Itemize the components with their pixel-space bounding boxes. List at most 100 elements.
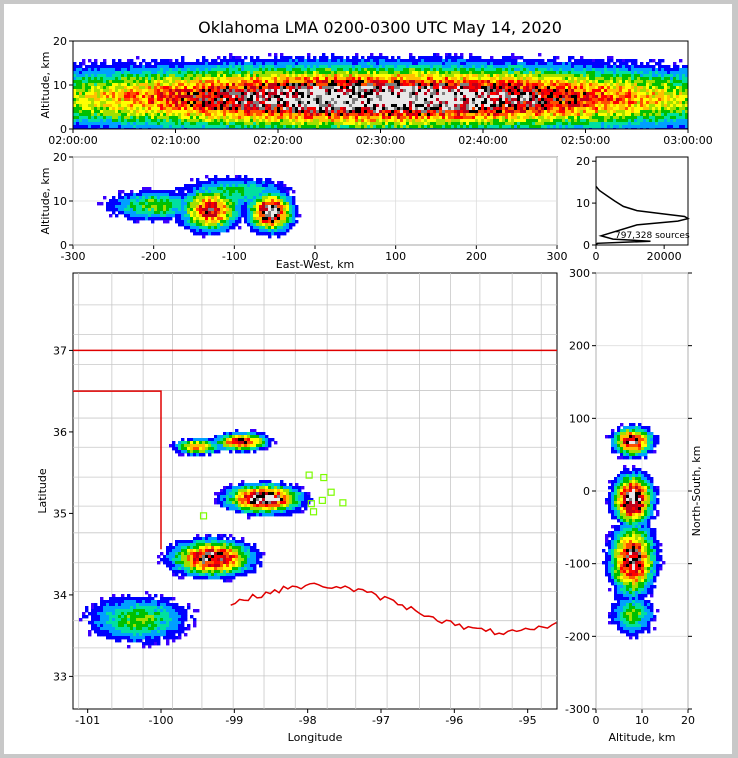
density-cell [100,104,104,108]
density-cell [91,110,95,114]
density-cell [241,77,245,81]
density-cell [505,116,509,120]
density-cell [382,74,386,78]
density-cell [247,71,251,75]
density-cell [400,119,404,123]
density-cell [622,95,626,99]
density-cell [355,86,359,90]
density-cell [253,89,257,93]
density-cell [169,89,173,93]
density-cell [514,101,518,105]
density-cell [652,116,656,120]
density-cell [367,116,371,120]
density-cell [316,68,320,72]
density-cell [436,74,440,78]
density-cell [577,62,581,66]
density-cell [211,107,215,111]
density-cell [262,83,266,87]
density-cell [466,86,470,90]
density-cell [145,101,149,105]
density-cell [397,98,401,102]
density-cell [316,125,320,129]
density-cell [226,59,230,63]
density-cell [586,119,590,123]
density-cell [211,89,215,93]
density-cell [241,104,245,108]
density-cell [613,110,617,114]
density-cell [91,92,95,96]
density-cell [208,110,212,114]
density-cell [394,113,398,117]
density-cell [445,98,449,102]
density-cell [157,116,161,120]
density-cell [214,77,218,81]
density-cell [88,95,92,99]
density-cell [373,95,377,99]
density-cell [538,104,542,108]
density-cell [571,95,575,99]
density-cell [118,92,122,96]
density-cell [292,92,296,96]
density-cell [103,116,107,120]
density-cell [457,110,461,114]
density-cell [142,104,146,108]
density-cell [247,92,251,96]
density-cell [487,113,491,117]
density-cell [163,83,167,87]
density-cell [226,95,230,99]
density-cell [496,89,500,93]
density-cell [577,110,581,114]
density-cell [679,77,683,81]
density-cell [445,56,449,60]
density-cell [112,68,116,72]
density-cell [178,119,182,123]
density-cell [382,119,386,123]
density-cell [346,83,350,87]
density-cell [511,122,515,126]
density-cell [568,80,572,84]
density-cell [475,104,479,108]
density-cell [514,113,518,117]
density-cell [187,71,191,75]
density-cell [646,71,650,75]
density-cell [94,113,98,117]
density-cell [214,122,218,126]
density-cell [175,110,179,114]
density-cell [178,116,182,120]
density-cell [223,116,227,120]
density-cell [76,83,80,87]
density-cell [505,86,509,90]
density-cell [589,62,593,66]
density-cell [670,86,674,90]
density-cell [661,116,665,120]
density-cell [106,110,110,114]
density-cell [241,89,245,93]
density-cell [616,89,620,93]
density-cell [136,80,140,84]
density-cell [445,92,449,96]
density-cell [562,95,566,99]
density-cell [355,98,359,102]
density-cell [262,68,266,72]
density-cell [649,116,653,120]
density-cell [460,125,464,129]
density-cell [652,122,656,126]
density-cell [121,110,125,114]
y-tick-label: 0 [60,239,67,252]
density-cell [334,77,338,81]
density-cell [202,98,206,102]
density-cell [286,89,290,93]
density-cell [325,68,329,72]
density-cell [145,74,149,78]
density-cell [271,92,275,96]
density-cell [637,104,641,108]
density-cell [256,65,260,69]
density-cell [346,95,350,99]
density-cell [175,92,179,96]
density-cell [412,80,416,84]
density-cell [85,95,89,99]
density-cell [460,59,464,63]
density-cell [109,110,113,114]
density-cell [166,110,170,114]
density-cell [322,107,326,111]
